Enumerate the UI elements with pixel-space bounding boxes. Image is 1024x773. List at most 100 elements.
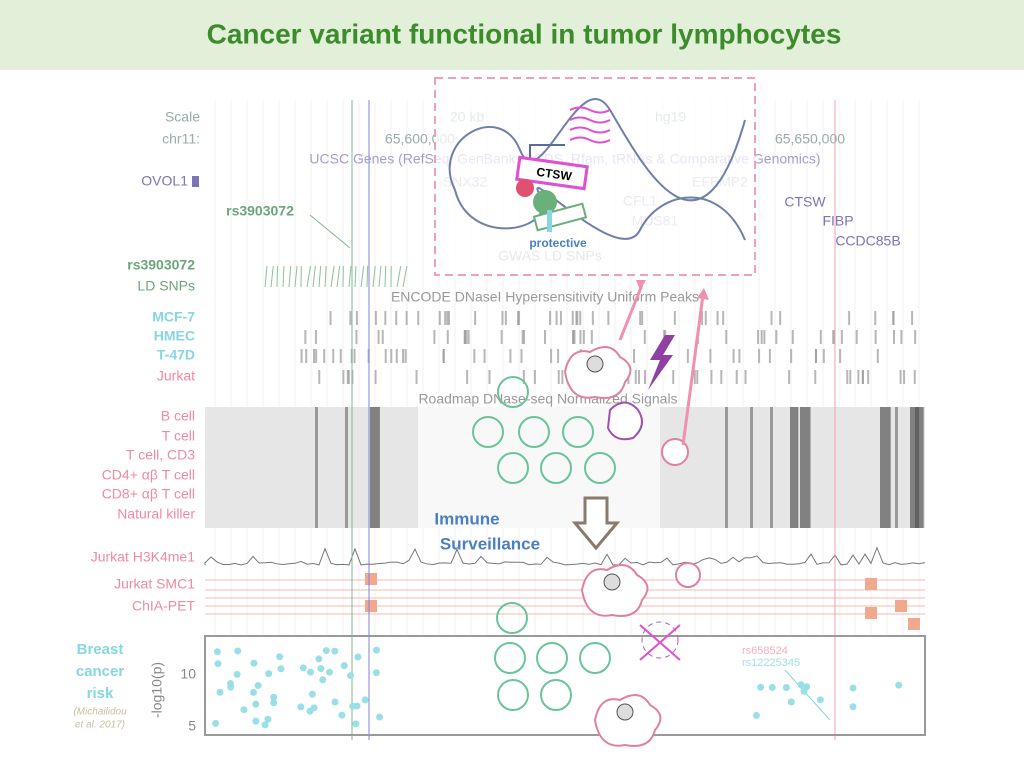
- bolt: [648, 335, 675, 390]
- axis-label: -log10(p): [149, 662, 165, 718]
- peak: [633, 349, 635, 363]
- track-label: B cell: [161, 408, 195, 424]
- peak: [521, 349, 523, 363]
- ld-snp: [289, 266, 291, 287]
- point: [234, 671, 241, 678]
- peak: [733, 349, 735, 363]
- point: [341, 662, 348, 669]
- track-label: Breast: [77, 641, 124, 658]
- peak: [722, 311, 724, 325]
- point: [270, 699, 277, 706]
- point: [376, 714, 383, 721]
- peak: [779, 311, 781, 325]
- factor: [516, 179, 534, 197]
- point: [234, 647, 241, 654]
- lymphocyte: [676, 563, 700, 587]
- point: [240, 706, 247, 713]
- label: ENCODE DNaseI Hypersensitivity Uniform P…: [391, 289, 699, 305]
- peak: [758, 349, 760, 363]
- track-label: CD4+ αβ T cell: [102, 467, 195, 483]
- point: [264, 716, 271, 723]
- peak: [433, 330, 435, 344]
- signal: [315, 407, 318, 528]
- peak: [696, 370, 698, 384]
- peak: [745, 370, 747, 384]
- peak: [857, 370, 859, 384]
- peak: [775, 330, 777, 344]
- point: [315, 655, 322, 662]
- point: [317, 665, 324, 672]
- point: [373, 647, 380, 654]
- peak: [318, 370, 320, 384]
- track-label: LD SNPs: [137, 278, 195, 294]
- point: [352, 720, 359, 727]
- peak: [304, 330, 306, 344]
- chia-anchor: [365, 600, 377, 612]
- allele: protective: [529, 236, 587, 250]
- peak: [839, 349, 841, 363]
- peak: [638, 370, 640, 384]
- peak: [761, 330, 763, 344]
- peak: [447, 330, 449, 344]
- track-label: Jurkat: [157, 368, 195, 384]
- chia-anchor: [908, 618, 920, 630]
- peak: [874, 311, 876, 325]
- point: [769, 684, 776, 691]
- peak: [893, 330, 895, 344]
- peak: [572, 311, 574, 325]
- peak: [639, 311, 641, 325]
- track-label: HMEC: [154, 328, 195, 344]
- peak: [406, 311, 408, 325]
- peak: [814, 370, 816, 384]
- ld-snp: [379, 266, 381, 287]
- label: chr11:: [162, 131, 200, 147]
- track-label: T-47D: [157, 347, 195, 363]
- peak: [505, 311, 507, 325]
- point: [252, 718, 259, 725]
- point: [332, 699, 339, 706]
- peak: [717, 311, 719, 325]
- signal: [915, 407, 924, 528]
- nk-cell: [608, 403, 642, 440]
- track-label: Jurkat SMC1: [114, 576, 195, 592]
- peak: [474, 311, 476, 325]
- tumor-cell: [582, 565, 647, 616]
- h3k4me1: [205, 548, 925, 565]
- ld-snp: [397, 266, 401, 287]
- peak: [579, 330, 581, 344]
- point: [783, 684, 790, 691]
- chia-anchor: [865, 607, 877, 619]
- point: [373, 669, 380, 676]
- point: [323, 647, 330, 654]
- point: [265, 670, 272, 677]
- gene-mark: [192, 176, 199, 187]
- peak: [672, 370, 674, 384]
- track-label: cancer: [76, 663, 125, 680]
- point: [353, 703, 360, 710]
- t-cell: [497, 603, 527, 633]
- point: [895, 682, 902, 689]
- peak: [443, 349, 445, 363]
- peak: [579, 311, 581, 325]
- peak: [395, 311, 397, 325]
- ld-snp: [367, 266, 368, 287]
- peak: [332, 349, 334, 363]
- ld-snp: [337, 266, 340, 287]
- ld-snp: [361, 266, 364, 287]
- peak: [315, 330, 317, 344]
- peak: [911, 311, 913, 325]
- point: [216, 689, 223, 696]
- point: [309, 691, 316, 698]
- dying-cell: [640, 625, 680, 660]
- point: [319, 676, 326, 683]
- gene: CTSW: [784, 194, 826, 210]
- peak: [736, 370, 738, 384]
- peak: [867, 370, 869, 384]
- peak: [792, 330, 794, 344]
- peak: [439, 311, 441, 325]
- point: [788, 698, 795, 705]
- track-label: Jurkat H3K4me1: [91, 549, 195, 565]
- signal: [880, 407, 891, 528]
- peak: [354, 349, 356, 363]
- point: [297, 703, 304, 710]
